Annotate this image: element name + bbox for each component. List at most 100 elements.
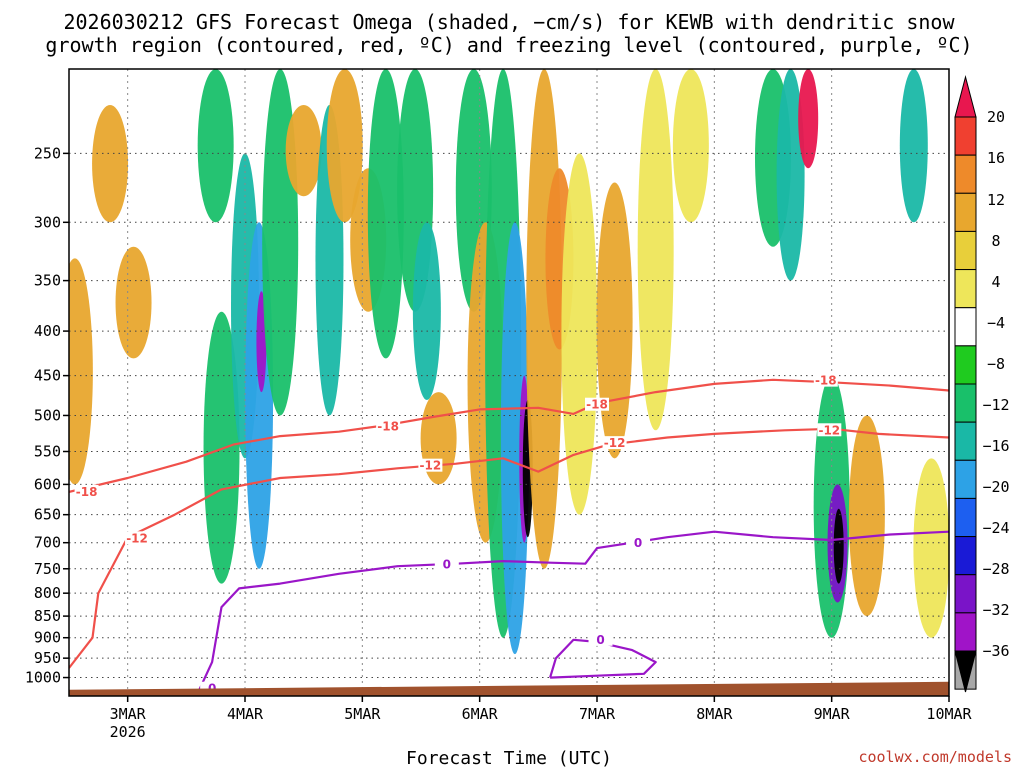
contour-label-0-2: -18 — [586, 398, 608, 412]
contour-label-bg-3-0 — [588, 632, 613, 646]
colorbar-label-4: 4 — [991, 273, 1000, 291]
colorbar-label-1: 16 — [987, 149, 1005, 167]
y-tick-label-800: 800 — [34, 584, 61, 602]
credit-text: coolwx.com/models — [858, 748, 1012, 766]
colorbar-label-5: −4 — [987, 314, 1005, 332]
contour-label-2-2: 0 — [634, 536, 642, 550]
colorbar-seg-11 — [954, 497, 977, 538]
contour-label-3-0: 0 — [596, 633, 604, 647]
contour-line-2 — [197, 530, 949, 693]
omega-band-7 — [256, 291, 267, 393]
x-tick-label-3: 3MAR — [110, 705, 147, 723]
contour-label-1-0: -12 — [126, 531, 148, 545]
colorbar-seg-10 — [954, 459, 977, 499]
x-axis-title: Forecast Time (UTC) — [406, 748, 612, 768]
x-tick-label-9: 9MAR — [814, 705, 851, 723]
omega-band-34 — [833, 508, 844, 584]
omega-shading — [69, 69, 949, 655]
y-tick-label-300: 300 — [34, 213, 61, 231]
y-tick-label-600: 600 — [34, 475, 61, 493]
y-tick-label-250: 250 — [34, 144, 61, 162]
colorbar-label-12: −32 — [982, 601, 1009, 619]
contour-label-bg-0-3 — [813, 373, 838, 387]
contour-label-0-1: -18 — [377, 420, 399, 434]
x-tick-label-5: 5MAR — [344, 705, 381, 723]
omega-band-35 — [848, 415, 885, 617]
colorbar-label-9: −20 — [982, 478, 1009, 496]
contour-label-0-3: -18 — [815, 374, 837, 388]
contour-label-1-1: -12 — [420, 459, 442, 473]
colorbar-seg-3 — [954, 192, 977, 232]
y-tick-label-950: 950 — [34, 649, 61, 667]
omega-band-37 — [913, 458, 949, 638]
x-tick-label-10: 10MAR — [926, 705, 972, 723]
y-axis: 250 300 350 400 450 500 550 600 650 700 750 800 850 9… — [25, 144, 69, 687]
contour-label-bg-0-1 — [376, 419, 401, 433]
chart-title-line2: growth region (contoured, red, ºC) and f… — [45, 33, 972, 57]
contour-label-1-3: -12 — [818, 423, 840, 437]
omega-band-3 — [197, 69, 234, 223]
colorbar-seg-5 — [954, 269, 977, 309]
colorbar-label-11: −28 — [982, 560, 1009, 578]
y-tick-label-550: 550 — [34, 443, 61, 461]
y-tick-label-400: 400 — [34, 322, 61, 340]
x-tick-label-4: 4MAR — [227, 705, 264, 723]
colorbar-label-0: 20 — [987, 108, 1005, 126]
colorbar-seg-14 — [954, 612, 977, 652]
omega-band-0 — [69, 258, 93, 485]
colorbar-top-arrow — [954, 75, 977, 118]
colorbar-seg-13 — [954, 574, 977, 614]
colorbar-label-13: −36 — [982, 642, 1009, 660]
y-tick-label-750: 750 — [34, 560, 61, 578]
colorbar-seg-4 — [954, 230, 977, 271]
terrain-ground — [69, 681, 949, 696]
y-tick-label-1000: 1000 — [25, 669, 61, 687]
contour-label-2-1: 0 — [443, 558, 451, 572]
colorbar-seg-12 — [954, 536, 977, 576]
contour-label-bg-1-1 — [418, 458, 443, 472]
contour-line-0 — [69, 378, 949, 493]
colorbar-label-6: −8 — [987, 355, 1005, 373]
contours: -18-18-18-18-12-12-12-120000 — [69, 373, 949, 696]
y-tick-label-700: 700 — [34, 534, 61, 552]
colorbar: 20 16 12 8 4 −4 −8 −12 −16 −20 −24 −28 −32 −36 — [954, 75, 1010, 693]
y-tick-label-650: 650 — [34, 506, 61, 524]
omega-band-36 — [899, 69, 928, 223]
contour-label-bg-1-3 — [817, 423, 842, 437]
omega-band-25 — [561, 153, 598, 515]
y-tick-label-350: 350 — [34, 272, 61, 290]
colorbar-seg-8 — [954, 383, 977, 423]
colorbar-seg-1 — [954, 116, 977, 156]
omega-band-30 — [776, 69, 805, 281]
contour-label-bg-2-2 — [626, 536, 651, 550]
contour-label-bg-0-2 — [585, 397, 609, 411]
y-tick-label-900: 900 — [34, 629, 61, 647]
omega-band-28 — [672, 69, 709, 223]
contour-label-1-2: -12 — [604, 436, 626, 450]
contour-label-bg-0-0 — [74, 484, 99, 498]
omega-band-27 — [637, 69, 674, 431]
x-tick-label-6: 6MAR — [462, 705, 499, 723]
x-tick-sublabel-3: 2026 — [110, 723, 146, 741]
x-tick-label-8: 8MAR — [696, 705, 733, 723]
y-tick-label-450: 450 — [34, 367, 61, 385]
colorbar-label-3: 8 — [991, 232, 1000, 250]
omega-band-2 — [115, 246, 152, 359]
omega-band-26 — [596, 182, 633, 459]
colorbar-label-2: 12 — [987, 191, 1005, 209]
colorbar-label-8: −16 — [982, 437, 1009, 455]
omega-band-13 — [367, 69, 404, 359]
y-tick-label-850: 850 — [34, 607, 61, 625]
contour-label-bg-1-0 — [125, 531, 150, 545]
omega-band-20 — [500, 222, 529, 655]
colorbar-label-7: −12 — [982, 396, 1009, 414]
omega-band-1 — [92, 105, 129, 223]
contour-label-bg-2-1 — [434, 557, 459, 571]
contour-line-3 — [549, 638, 657, 679]
omega-band-31 — [798, 69, 819, 169]
plot-frame — [68, 68, 950, 697]
contour-label-bg-1-2 — [602, 436, 627, 450]
omega-band-4 — [203, 311, 240, 584]
